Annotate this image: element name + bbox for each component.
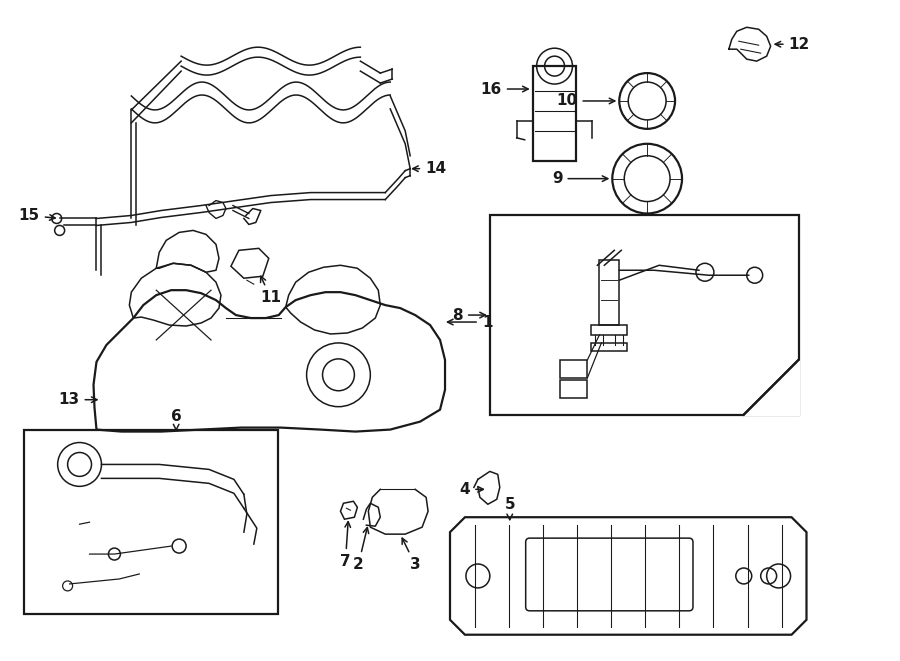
Text: 2: 2 xyxy=(353,527,369,572)
Bar xyxy=(533,66,577,161)
Bar xyxy=(490,215,798,414)
Text: 7: 7 xyxy=(340,522,351,569)
Bar xyxy=(591,343,627,351)
Text: 12: 12 xyxy=(775,37,810,52)
Text: 10: 10 xyxy=(556,93,615,108)
Text: 9: 9 xyxy=(552,171,608,186)
Text: 3: 3 xyxy=(402,538,420,572)
Bar xyxy=(23,430,278,614)
Text: 13: 13 xyxy=(58,392,97,407)
Polygon shape xyxy=(743,360,798,414)
Bar xyxy=(591,325,627,335)
Text: 15: 15 xyxy=(19,208,55,223)
Text: 1: 1 xyxy=(447,315,492,330)
Bar xyxy=(560,380,588,398)
Text: 4: 4 xyxy=(460,482,483,497)
Bar xyxy=(560,360,588,378)
Bar xyxy=(599,260,619,325)
Text: 6: 6 xyxy=(171,408,182,430)
Text: 11: 11 xyxy=(260,276,282,305)
Text: 16: 16 xyxy=(481,81,528,97)
Text: 14: 14 xyxy=(413,161,446,176)
Text: 5: 5 xyxy=(504,497,515,520)
Text: 8: 8 xyxy=(453,307,485,323)
